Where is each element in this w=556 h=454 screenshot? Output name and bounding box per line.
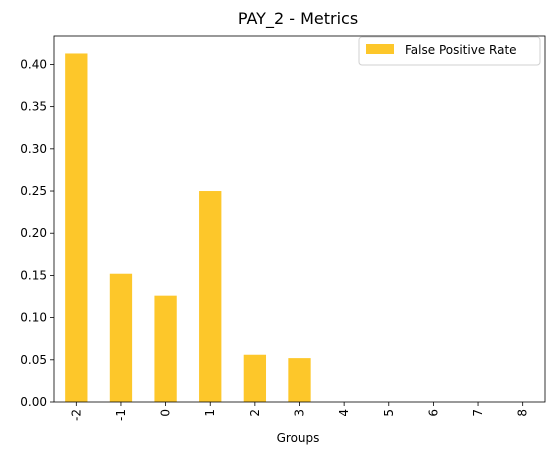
x-tick-label: 8 [516,409,530,417]
y-tick-label: 0.40 [20,57,47,71]
bars-group [65,53,311,403]
y-tick-label: 0.30 [20,142,47,156]
bar--1 [109,273,133,402]
x-tick-label: -2 [69,409,83,421]
x-axis: -2 -1 0 1 2 3 4 5 6 7 8 [69,402,530,421]
bar--2 [65,53,88,403]
x-tick-label: -1 [114,409,128,421]
legend: False Positive Rate [358,36,541,66]
x-tick-label: 7 [471,409,485,417]
y-tick-label: 0.20 [20,226,47,240]
x-tick-label: 3 [293,409,307,417]
legend-box [358,36,541,66]
x-tick-label: 4 [337,409,351,417]
bar-1 [199,191,222,402]
y-tick-label: 0.15 [20,268,47,282]
x-tick-label: 1 [203,409,217,417]
x-tick-label: 2 [248,409,262,417]
bar-0 [154,295,177,402]
plot-frame [53,35,546,403]
chart-title: PAY_2 - Metrics [238,9,358,29]
bar-3 [288,358,311,402]
y-tick-label: 0.25 [20,184,47,198]
legend-label: False Positive Rate [405,43,517,57]
y-axis: 0.00 0.05 0.10 0.15 0.20 0.25 0.30 0.35 0.40 [20,57,54,409]
bar-2 [243,354,267,402]
x-tick-label: 6 [426,409,440,417]
x-axis-label: Groups [277,431,320,445]
y-tick-label: 0.10 [20,311,47,325]
y-tick-label: 0.00 [20,395,47,409]
x-tick-label: 0 [159,409,173,417]
x-tick-label: 5 [382,409,396,417]
y-tick-label: 0.05 [20,353,47,367]
legend-swatch [366,44,394,54]
y-tick-label: 0.35 [20,100,47,114]
